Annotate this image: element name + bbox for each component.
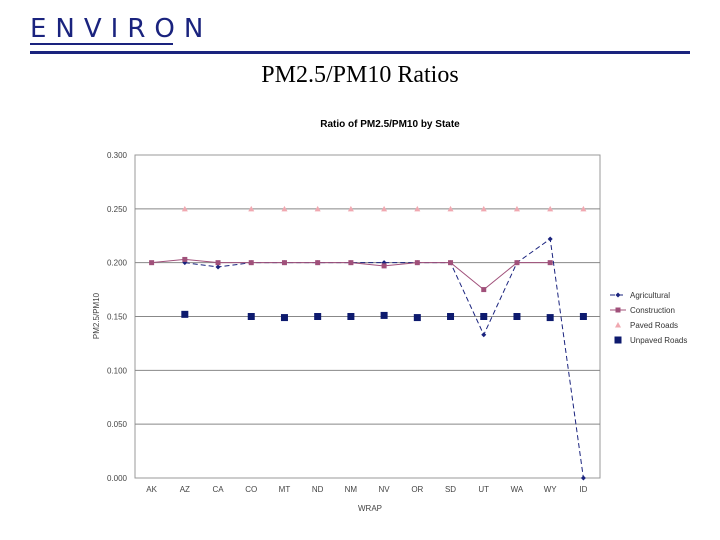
data-point xyxy=(181,205,188,212)
x-tick-label: WY xyxy=(544,485,558,494)
data-point xyxy=(348,260,354,266)
series-unpaved-roads xyxy=(181,310,587,322)
legend-label: Agricultural xyxy=(630,291,670,300)
chart-title: Ratio of PM2.5/PM10 by State xyxy=(320,119,460,130)
data-point xyxy=(280,314,288,322)
data-point xyxy=(247,313,255,320)
data-point xyxy=(580,475,586,481)
y-axis-label: PM2.5/PM10 xyxy=(92,292,101,339)
x-tick-label: MT xyxy=(279,485,291,494)
data-point xyxy=(248,205,255,212)
y-tick-label: 0.150 xyxy=(107,313,128,322)
x-tick-label: WA xyxy=(511,485,524,494)
x-tick-label: ID xyxy=(579,485,587,494)
x-tick-label: NM xyxy=(345,485,358,494)
data-point xyxy=(579,313,587,320)
data-point xyxy=(215,264,221,270)
data-point xyxy=(181,310,189,318)
data-point xyxy=(314,313,322,320)
y-tick-label: 0.000 xyxy=(107,474,128,483)
legend-label: Paved Roads xyxy=(630,321,678,330)
legend-marker xyxy=(614,336,622,344)
series-group xyxy=(149,205,587,481)
slide-title: PM2.5/PM10 Ratios xyxy=(261,62,459,88)
data-point xyxy=(448,260,454,266)
data-point xyxy=(580,205,587,212)
data-point xyxy=(447,205,454,212)
data-point xyxy=(481,287,487,293)
legend-label: Unpaved Roads xyxy=(630,336,687,345)
x-tick-label: OR xyxy=(411,485,423,494)
data-point xyxy=(513,313,521,320)
y-tick-label: 0.250 xyxy=(107,205,128,214)
x-tick-label: CA xyxy=(212,485,224,494)
y-tick-labels: 0.000 0.050 0.100 0.150 0.200 0.250 0.300 xyxy=(107,151,128,483)
x-tick-label: CO xyxy=(245,485,257,494)
chart-legend: Agricultural Construction Paved Roads Unpav… xyxy=(610,291,687,345)
logo-underline xyxy=(30,43,173,45)
environ-logo: ENVIRON xyxy=(30,14,213,44)
data-point xyxy=(315,260,321,266)
x-tick-label: UT xyxy=(478,485,489,494)
legend-marker xyxy=(615,322,621,328)
legend-label: Construction xyxy=(630,306,675,315)
series-paved-roads xyxy=(181,205,587,212)
data-point xyxy=(547,260,553,266)
data-point xyxy=(248,260,254,266)
data-point xyxy=(414,205,421,212)
legend-marker xyxy=(615,307,621,313)
data-point xyxy=(513,205,520,212)
header-divider xyxy=(30,51,690,54)
data-point xyxy=(413,314,421,322)
x-tick-label: AK xyxy=(146,485,157,494)
data-point xyxy=(547,236,553,242)
data-point xyxy=(514,260,520,266)
data-point xyxy=(149,260,155,266)
data-point xyxy=(381,205,388,212)
y-tick-label: 0.050 xyxy=(107,420,128,429)
data-point xyxy=(347,205,354,212)
legend-marker xyxy=(615,292,621,298)
data-point xyxy=(547,205,554,212)
data-point xyxy=(380,311,388,319)
x-tick-label: NV xyxy=(379,485,391,494)
x-tick-labels: AK AZ CA CO MT ND NM NV OR SD UT WA WY ID xyxy=(146,485,587,494)
data-point xyxy=(480,205,487,212)
data-point xyxy=(347,313,355,320)
data-point xyxy=(281,260,287,266)
data-point xyxy=(215,260,221,266)
data-point xyxy=(480,313,488,320)
data-point xyxy=(314,205,321,212)
data-point xyxy=(414,260,420,266)
x-tick-label: AZ xyxy=(180,485,190,494)
x-tick-label: ND xyxy=(312,485,324,494)
data-point xyxy=(481,332,487,338)
data-point xyxy=(182,256,188,262)
data-point xyxy=(381,263,387,269)
y-tick-label: 0.200 xyxy=(107,259,128,268)
series-construction xyxy=(149,256,553,293)
data-point xyxy=(546,314,554,322)
data-point xyxy=(281,205,288,212)
data-point xyxy=(447,313,455,320)
y-tick-label: 0.100 xyxy=(107,366,128,375)
x-axis-label: WRAP xyxy=(358,504,382,513)
x-tick-label: SD xyxy=(445,485,456,494)
y-tick-label: 0.300 xyxy=(107,151,128,160)
